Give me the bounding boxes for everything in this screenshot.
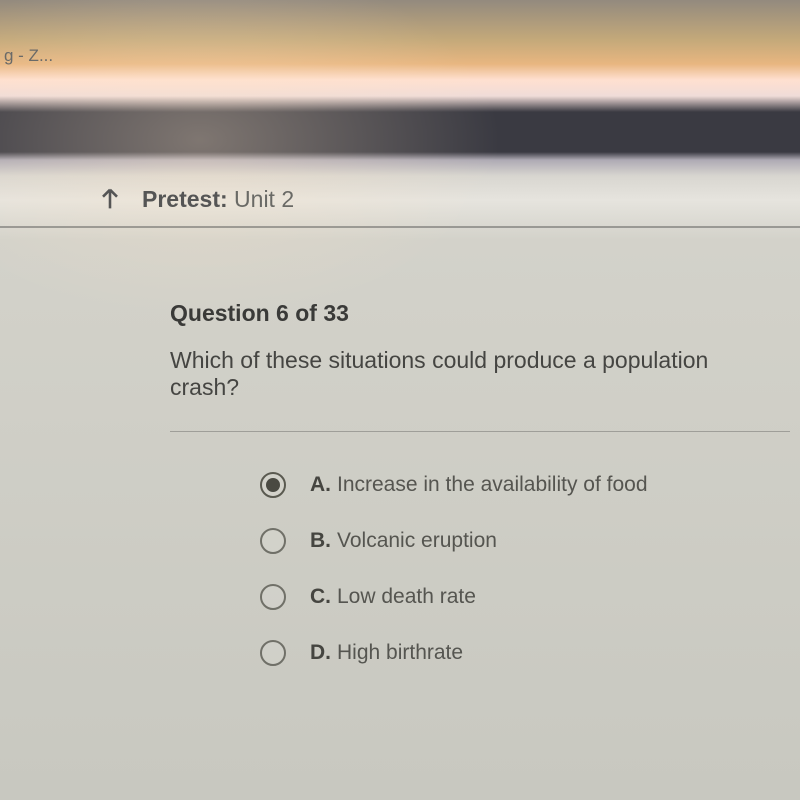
option-c[interactable]: C. Low death rate	[260, 584, 770, 610]
page-title: Pretest: Unit 2	[142, 186, 294, 213]
question-divider	[170, 431, 790, 432]
page-title-rest: Unit 2	[234, 186, 294, 212]
option-b-label: B. Volcanic eruption	[310, 529, 497, 553]
browser-tab-label[interactable]: g - Z...	[4, 46, 53, 66]
option-d-letter: D.	[310, 641, 331, 664]
radio-d[interactable]	[260, 640, 286, 666]
page-title-bold: Pretest:	[142, 186, 228, 212]
radio-b[interactable]	[260, 528, 286, 554]
option-d-label: D. High birthrate	[310, 641, 463, 665]
option-d[interactable]: D. High birthrate	[260, 640, 770, 666]
option-b-text: Volcanic eruption	[337, 529, 497, 552]
page-header: Pretest: Unit 2	[0, 172, 800, 226]
option-d-text: High birthrate	[337, 641, 463, 664]
back-arrow-icon[interactable]	[96, 185, 124, 213]
header-divider	[0, 226, 800, 228]
options-group: A. Increase in the availability of food B…	[170, 472, 770, 666]
option-a-text: Increase in the availability of food	[337, 473, 648, 496]
option-a-letter: A.	[310, 473, 331, 496]
radio-a[interactable]	[260, 472, 286, 498]
option-b-letter: B.	[310, 529, 331, 552]
question-number: Question 6 of 33	[170, 300, 770, 327]
option-a-label: A. Increase in the availability of food	[310, 473, 648, 497]
option-c-letter: C.	[310, 585, 331, 608]
option-b[interactable]: B. Volcanic eruption	[260, 528, 770, 554]
screen: g - Z... Pretest: Unit 2 Question 6 of 3…	[0, 0, 800, 800]
radio-c[interactable]	[260, 584, 286, 610]
option-c-text: Low death rate	[337, 585, 476, 608]
option-a[interactable]: A. Increase in the availability of food	[260, 472, 770, 498]
option-c-label: C. Low death rate	[310, 585, 476, 609]
question-text: Which of these situations could produce …	[170, 347, 770, 401]
question-panel: Question 6 of 33 Which of these situatio…	[170, 300, 770, 696]
